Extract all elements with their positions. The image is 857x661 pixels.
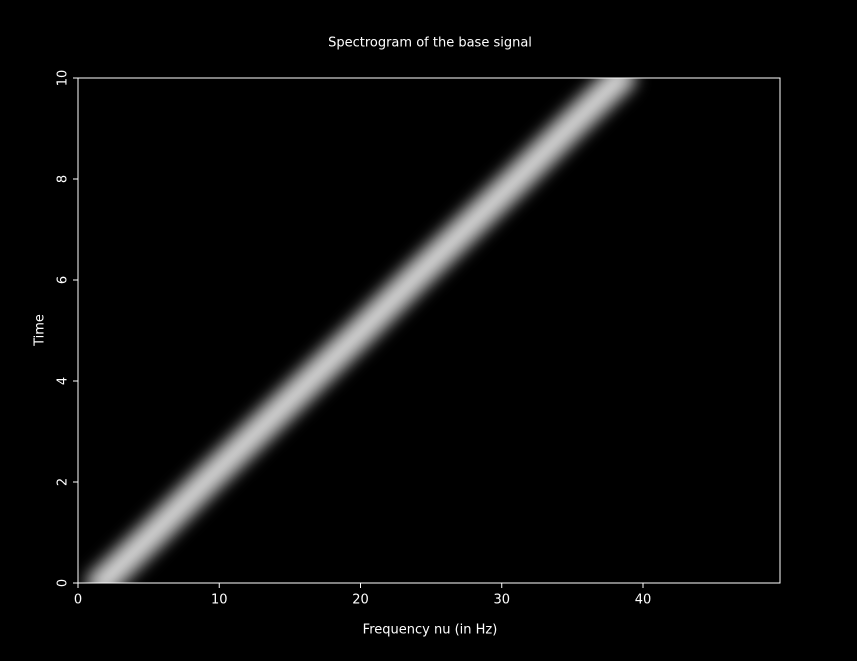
plot-area [85, 78, 638, 583]
y-tick-label: 8 [56, 175, 71, 183]
y-tick-label: 0 [56, 579, 71, 587]
y-tick-label: 6 [56, 276, 71, 284]
plot-frame [77, 77, 781, 584]
x-tick-label: 20 [352, 593, 369, 608]
x-tick-label: 30 [493, 593, 510, 608]
y-axis-label: Time [33, 314, 48, 347]
ridge [96, 78, 627, 583]
x-axis-label: Frequency nu (in Hz) [363, 623, 498, 638]
chart-title: Spectrogram of the base signal [328, 36, 532, 51]
x-tick-label: 10 [211, 593, 228, 608]
x-tick-label: 40 [635, 593, 652, 608]
y-tick-label: 10 [56, 70, 71, 87]
y-tick-label: 4 [56, 377, 71, 385]
x-tick-label: 0 [74, 593, 82, 608]
y-tick-label: 2 [56, 478, 71, 486]
